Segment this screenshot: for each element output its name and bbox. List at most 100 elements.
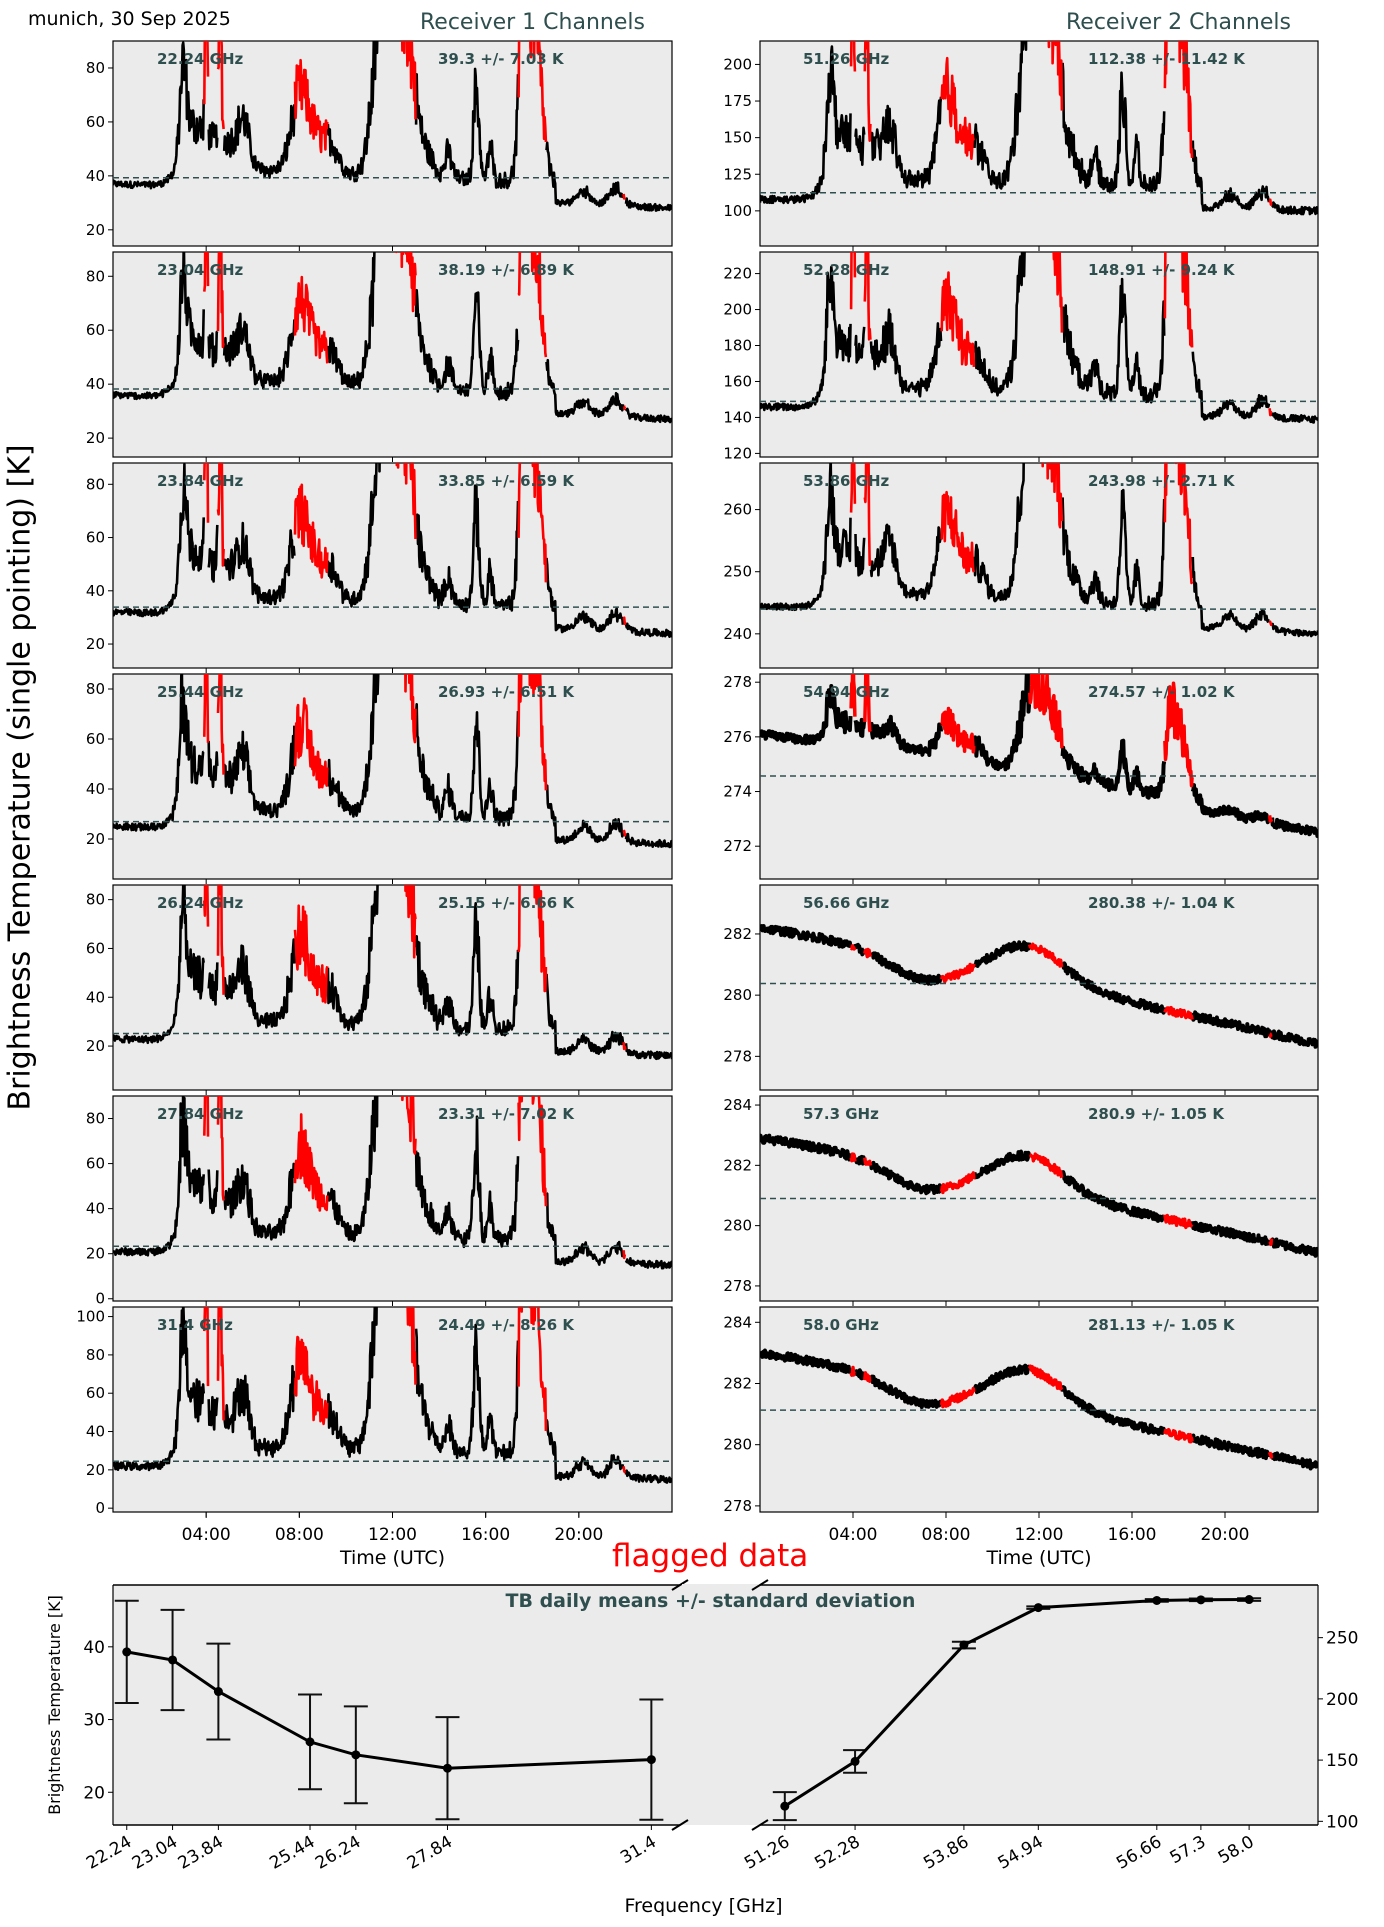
series-group <box>760 1133 1318 1258</box>
data-point <box>1033 1603 1043 1613</box>
data-point <box>442 1763 452 1773</box>
panel-r1-0: 20 40 60 80 22.24 GHz 39.3 +/- 7.03 K <box>86 40 673 251</box>
y-tick-label: 284 <box>723 1096 752 1114</box>
y-tick-label: 200 <box>723 301 752 319</box>
summary-x-axis-label: Frequency [GHz] <box>624 1895 782 1917</box>
y-tick-label: 250 <box>1326 1629 1358 1649</box>
y-tick-label: 80 <box>86 1110 105 1128</box>
data-point <box>305 1737 315 1747</box>
good-data-trace <box>760 1348 1318 1471</box>
y-tick-label: 150 <box>723 129 752 147</box>
summary-title: TB daily means +/- standard deviation <box>506 1590 916 1612</box>
y-tick-label: 80 <box>86 267 105 285</box>
data-point <box>1152 1595 1162 1605</box>
good-data-trace <box>760 41 1318 216</box>
y-tick-label: 20 <box>86 1245 105 1263</box>
x-tick-label: 20:00 <box>1201 1525 1250 1545</box>
panel-r2-2: 240 250 260 53.86 GHz 243.98 +/- 2.71 K <box>723 462 1319 673</box>
good-data-trace <box>113 41 672 212</box>
panel-r1-6: 0 20 40 60 80 100 31.4 GHz 24.49 +/- 8.26 K 04:0… <box>76 1306 673 1569</box>
flagged-data-trace <box>203 41 627 200</box>
panel-r2-6: 278 280 282 284 58.0 GHz 281.13 +/- 1.05 K 04:… <box>723 1306 1319 1569</box>
series-group <box>113 885 672 1061</box>
y-tick-label: 40 <box>86 988 105 1006</box>
y-tick-label: 20 <box>86 830 105 848</box>
y-tick-label: 120 <box>723 444 752 462</box>
good-data-trace <box>760 1133 1318 1258</box>
good-data-trace <box>113 1096 672 1270</box>
data-point <box>122 1647 132 1657</box>
flagged-data-trace <box>849 942 1273 1039</box>
x-tick-label: 53.86 <box>920 1832 972 1874</box>
frequency-annotation: 23.04 GHz <box>157 261 244 279</box>
y-tick-label: 30 <box>83 1711 105 1731</box>
y-tick-label: 80 <box>86 680 105 698</box>
receiver1-title: Receiver 1 Channels <box>420 10 645 35</box>
panel-r1-2: 20 40 60 80 23.84 GHz 33.85 +/- 6.59 K <box>86 462 673 673</box>
axis-break-mark <box>671 1819 689 1831</box>
y-tick-label: 80 <box>86 59 105 77</box>
series-group <box>113 41 672 212</box>
x-tick-label: 22.24 <box>83 1832 135 1874</box>
mean-std-annotation: 280.38 +/- 1.04 K <box>1088 894 1236 912</box>
y-tick-label: 282 <box>723 925 752 943</box>
mean-std-annotation: 26.93 +/- 6.51 K <box>438 683 575 701</box>
frequency-annotation: 56.66 GHz <box>803 894 890 912</box>
y-tick-label: 220 <box>723 265 752 283</box>
x-axis-label: Time (UTC) <box>339 1547 445 1569</box>
mean-std-annotation: 148.91 +/- 9.24 K <box>1088 261 1236 279</box>
y-tick-label: 20 <box>86 429 105 447</box>
flagged-data-trace <box>849 674 1274 823</box>
y-tick-label: 40 <box>86 167 105 185</box>
data-point <box>1244 1595 1254 1605</box>
y-tick-label: 80 <box>86 1346 105 1364</box>
panel-background <box>112 673 673 880</box>
mean-std-annotation: 243.98 +/- 2.71 K <box>1088 472 1236 490</box>
y-tick-label: 278 <box>723 673 752 691</box>
data-point <box>850 1756 860 1766</box>
panel-r2-4: 278 280 282 56.66 GHz 280.38 +/- 1.04 K <box>723 884 1319 1095</box>
x-tick-label: 12:00 <box>1015 1525 1064 1545</box>
series-group <box>113 1307 672 1484</box>
y-tick-label: 282 <box>723 1374 752 1392</box>
x-tick-label: 16:00 <box>1108 1525 1157 1545</box>
x-tick-label: 26.24 <box>312 1832 364 1874</box>
good-data-trace <box>113 463 672 638</box>
y-tick-label: 272 <box>723 837 752 855</box>
series-group <box>113 1096 672 1270</box>
y-tick-label: 280 <box>723 1436 752 1454</box>
flagged-data-trace <box>203 674 627 837</box>
mean-std-annotation: 274.57 +/- 1.02 K <box>1088 683 1236 701</box>
x-tick-label: 58.0 <box>1215 1832 1258 1868</box>
y-tick-label: 60 <box>86 321 105 339</box>
flagged-data-trace <box>849 463 1273 627</box>
good-data-trace <box>760 463 1318 638</box>
x-tick-label: 31.4 <box>617 1832 660 1868</box>
x-tick-label: 52.28 <box>811 1832 863 1874</box>
flagged-data-label: flagged data <box>612 1538 809 1574</box>
y-tick-label: 0 <box>95 1290 105 1308</box>
panel-background <box>112 1095 673 1302</box>
x-tick-label: 04:00 <box>182 1525 231 1545</box>
panel-background <box>112 884 673 1091</box>
y-tick-label: 40 <box>86 780 105 798</box>
y-tick-label: 280 <box>723 986 752 1004</box>
frequency-annotation: 25.44 GHz <box>157 683 244 701</box>
y-tick-label: 278 <box>723 1047 752 1065</box>
summary-chart: TB daily means +/- standard deviation 20 3… <box>45 1579 1358 1917</box>
panel-background <box>112 1306 673 1513</box>
panel-r2-1: 120 140 160 180 200 220 52.28 GHz 148.91 +/- 9.… <box>723 251 1319 462</box>
frequency-annotation: 27.84 GHz <box>157 1105 244 1123</box>
y-tick-label: 20 <box>83 1783 105 1803</box>
x-tick-label: 08:00 <box>922 1525 971 1545</box>
series-group <box>760 463 1318 638</box>
y-tick-label: 40 <box>83 1638 105 1658</box>
y-tick-label: 60 <box>86 1384 105 1402</box>
data-point <box>959 1640 969 1650</box>
y-tick-label: 100 <box>723 202 752 220</box>
y-tick-label: 0 <box>95 1499 105 1517</box>
frequency-annotation: 52.28 GHz <box>803 261 890 279</box>
summary-background <box>113 1585 1318 1825</box>
flagged-data-trace <box>849 252 1273 417</box>
